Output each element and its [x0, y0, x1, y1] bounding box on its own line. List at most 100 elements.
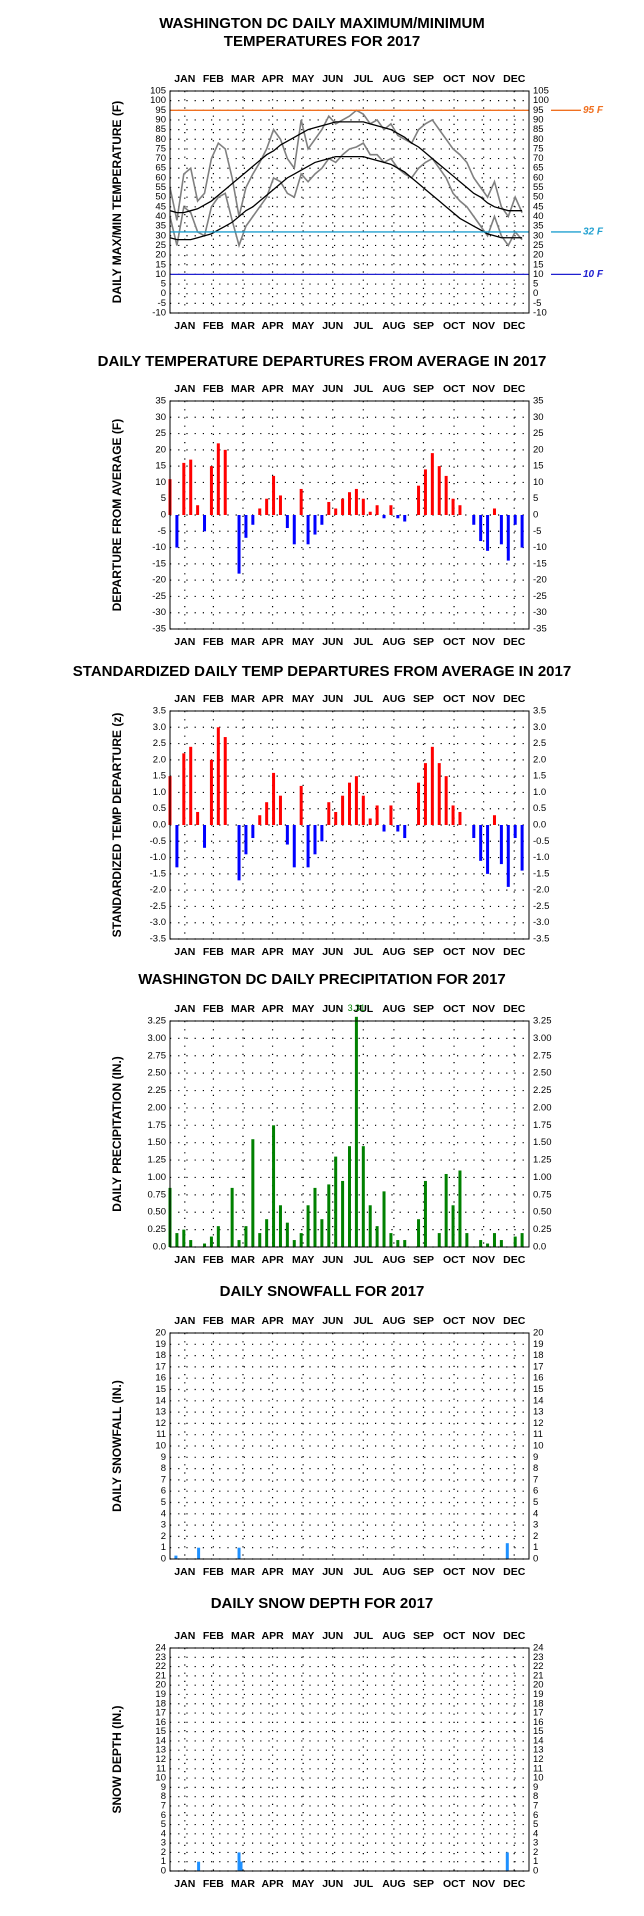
y-tick-label: 1 — [161, 1856, 166, 1867]
bar — [265, 498, 269, 515]
bar — [417, 782, 421, 825]
y-tick-label: 0.25 — [148, 1224, 167, 1235]
y-tick-label: 100 — [150, 95, 166, 106]
bar — [458, 1170, 462, 1247]
bar — [451, 805, 455, 825]
month-label-bottom: FEB — [203, 636, 224, 648]
y-tick-label-right: 3.0 — [533, 722, 546, 733]
y-tick-label: 25 — [155, 240, 166, 251]
bar — [174, 1555, 178, 1559]
y-tick-label-right: 25 — [533, 428, 544, 439]
month-label-bottom: SEP — [413, 946, 434, 958]
month-label-top: MAY — [292, 383, 314, 395]
month-label-bottom: APR — [261, 1566, 284, 1578]
bar — [278, 495, 282, 515]
month-label-top: SEP — [413, 1003, 434, 1015]
y-tick-label: -10 — [152, 542, 166, 553]
chart-title: STANDARDIZED DAILY TEMP DEPARTURES FROM … — [73, 663, 571, 680]
y-axis-label: DAILY MAX/MIN TEMPERATURE (F) — [110, 101, 124, 303]
bar — [278, 795, 282, 825]
month-label-bottom: AUG — [382, 946, 405, 958]
y-tick-label-right: -3.5 — [533, 934, 549, 945]
y-tick-label-right: 2.25 — [533, 1085, 552, 1096]
bar — [175, 825, 179, 868]
bar — [506, 825, 510, 887]
bar — [505, 1543, 509, 1559]
y-tick-label-right: 70 — [533, 153, 544, 164]
y-tick-label-right: 9 — [533, 1452, 538, 1463]
month-label-bottom: OCT — [443, 1878, 466, 1890]
y-tick-label: -5 — [158, 526, 166, 537]
month-label-bottom: JAN — [174, 1254, 195, 1266]
y-tick-label: 5 — [161, 1819, 166, 1830]
y-tick-label-right: 0.25 — [533, 1224, 552, 1235]
bar — [403, 1240, 407, 1247]
bar — [196, 505, 200, 515]
y-tick-label: -0.5 — [150, 836, 166, 847]
bar — [451, 498, 455, 515]
bar — [520, 825, 524, 871]
y-tick-label-right: -10 — [533, 542, 547, 553]
month-label-top: APR — [261, 73, 284, 85]
y-tick-label: 2.5 — [153, 738, 166, 749]
month-label-bottom: MAR — [231, 1566, 255, 1578]
month-label-bottom: FEB — [203, 1566, 224, 1578]
y-tick-label-right: 14 — [533, 1395, 544, 1406]
y-tick-label: 5 — [161, 1497, 166, 1508]
y-tick-label: 3 — [161, 1520, 166, 1531]
month-label-bottom: AUG — [382, 1566, 405, 1578]
y-tick-label: 0.5 — [153, 803, 166, 814]
bar — [354, 488, 358, 515]
month-label-top: JAN — [174, 73, 195, 85]
bar — [382, 1191, 386, 1247]
y-tick-label: -35 — [152, 624, 166, 635]
y-tick-label-right: 10 — [533, 1773, 544, 1784]
bar — [285, 515, 289, 529]
y-tick-label: -10 — [152, 308, 166, 319]
bar — [513, 825, 517, 839]
month-label-top: AUG — [382, 1003, 405, 1015]
month-label-bottom: OCT — [443, 320, 466, 332]
month-label-top: FEB — [203, 693, 224, 705]
bar — [341, 795, 345, 825]
y-axis-label: DAILY SNOWFALL (IN.) — [110, 1380, 124, 1512]
bar — [244, 825, 248, 855]
y-tick-label-right: 40 — [533, 211, 544, 222]
month-label-bottom: MAY — [292, 636, 314, 648]
y-tick-label-right: 1 — [533, 1856, 538, 1867]
month-label-top: DEC — [503, 1315, 526, 1327]
y-tick-label: 0.50 — [148, 1207, 167, 1218]
y-tick-label: 60 — [155, 172, 166, 183]
chart-title: WASHINGTON DC DAILY PRECIPITATION FOR 20… — [138, 971, 506, 988]
y-tick-label: 23 — [155, 1652, 166, 1663]
y-tick-label-right: 12 — [533, 1754, 544, 1765]
month-label-bottom: SEP — [413, 1878, 434, 1890]
month-label-top: APR — [261, 1003, 284, 1015]
bar — [196, 811, 200, 825]
y-tick-label-right: 8 — [533, 1791, 538, 1802]
month-label-top: JUN — [322, 1003, 343, 1015]
month-label-top: JUL — [353, 1003, 373, 1015]
y-tick-label-right: 1.75 — [533, 1120, 552, 1131]
month-label-top: AUG — [382, 1315, 405, 1327]
bar — [265, 802, 269, 825]
month-label-top: NOV — [472, 1315, 495, 1327]
bar — [423, 763, 427, 825]
bar — [458, 811, 462, 825]
bar — [313, 515, 317, 535]
y-tick-label: 12 — [155, 1418, 166, 1429]
bar — [327, 802, 331, 825]
month-label-top: MAR — [231, 73, 255, 85]
y-tick-label-right: -30 — [533, 607, 547, 618]
month-label-bottom: NOV — [472, 1254, 495, 1266]
y-tick-label: 6 — [161, 1486, 166, 1497]
bar — [375, 1226, 379, 1247]
bar — [292, 825, 296, 868]
y-tick-label: 2.75 — [148, 1050, 167, 1061]
y-tick-label-right: 0 — [533, 288, 538, 299]
bar — [341, 498, 345, 515]
bar — [430, 746, 434, 825]
y-tick-label: 3.0 — [153, 722, 166, 733]
y-tick-label: 24 — [155, 1643, 166, 1654]
bar — [223, 449, 227, 515]
